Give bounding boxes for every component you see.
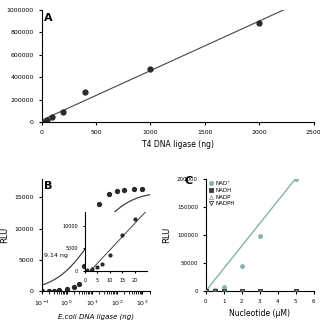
Y-axis label: RLU: RLU	[163, 227, 172, 243]
Text: A: A	[44, 13, 53, 23]
Y-axis label: RLU: RLU	[0, 58, 1, 74]
Text: B: B	[44, 181, 52, 191]
X-axis label: E.coli DNA ligase (ng): E.coli DNA ligase (ng)	[58, 314, 133, 320]
Text: 9.14 ng: 9.14 ng	[44, 253, 68, 259]
Y-axis label: RLU: RLU	[0, 227, 9, 243]
X-axis label: T4 DNA ligase (ng): T4 DNA ligase (ng)	[141, 140, 214, 149]
Text: C: C	[184, 176, 192, 186]
X-axis label: Nucleotide (μM): Nucleotide (μM)	[229, 309, 290, 318]
Legend: NAD⁺, NADH, NADP, NADPH: NAD⁺, NADH, NADP, NADPH	[208, 181, 235, 206]
